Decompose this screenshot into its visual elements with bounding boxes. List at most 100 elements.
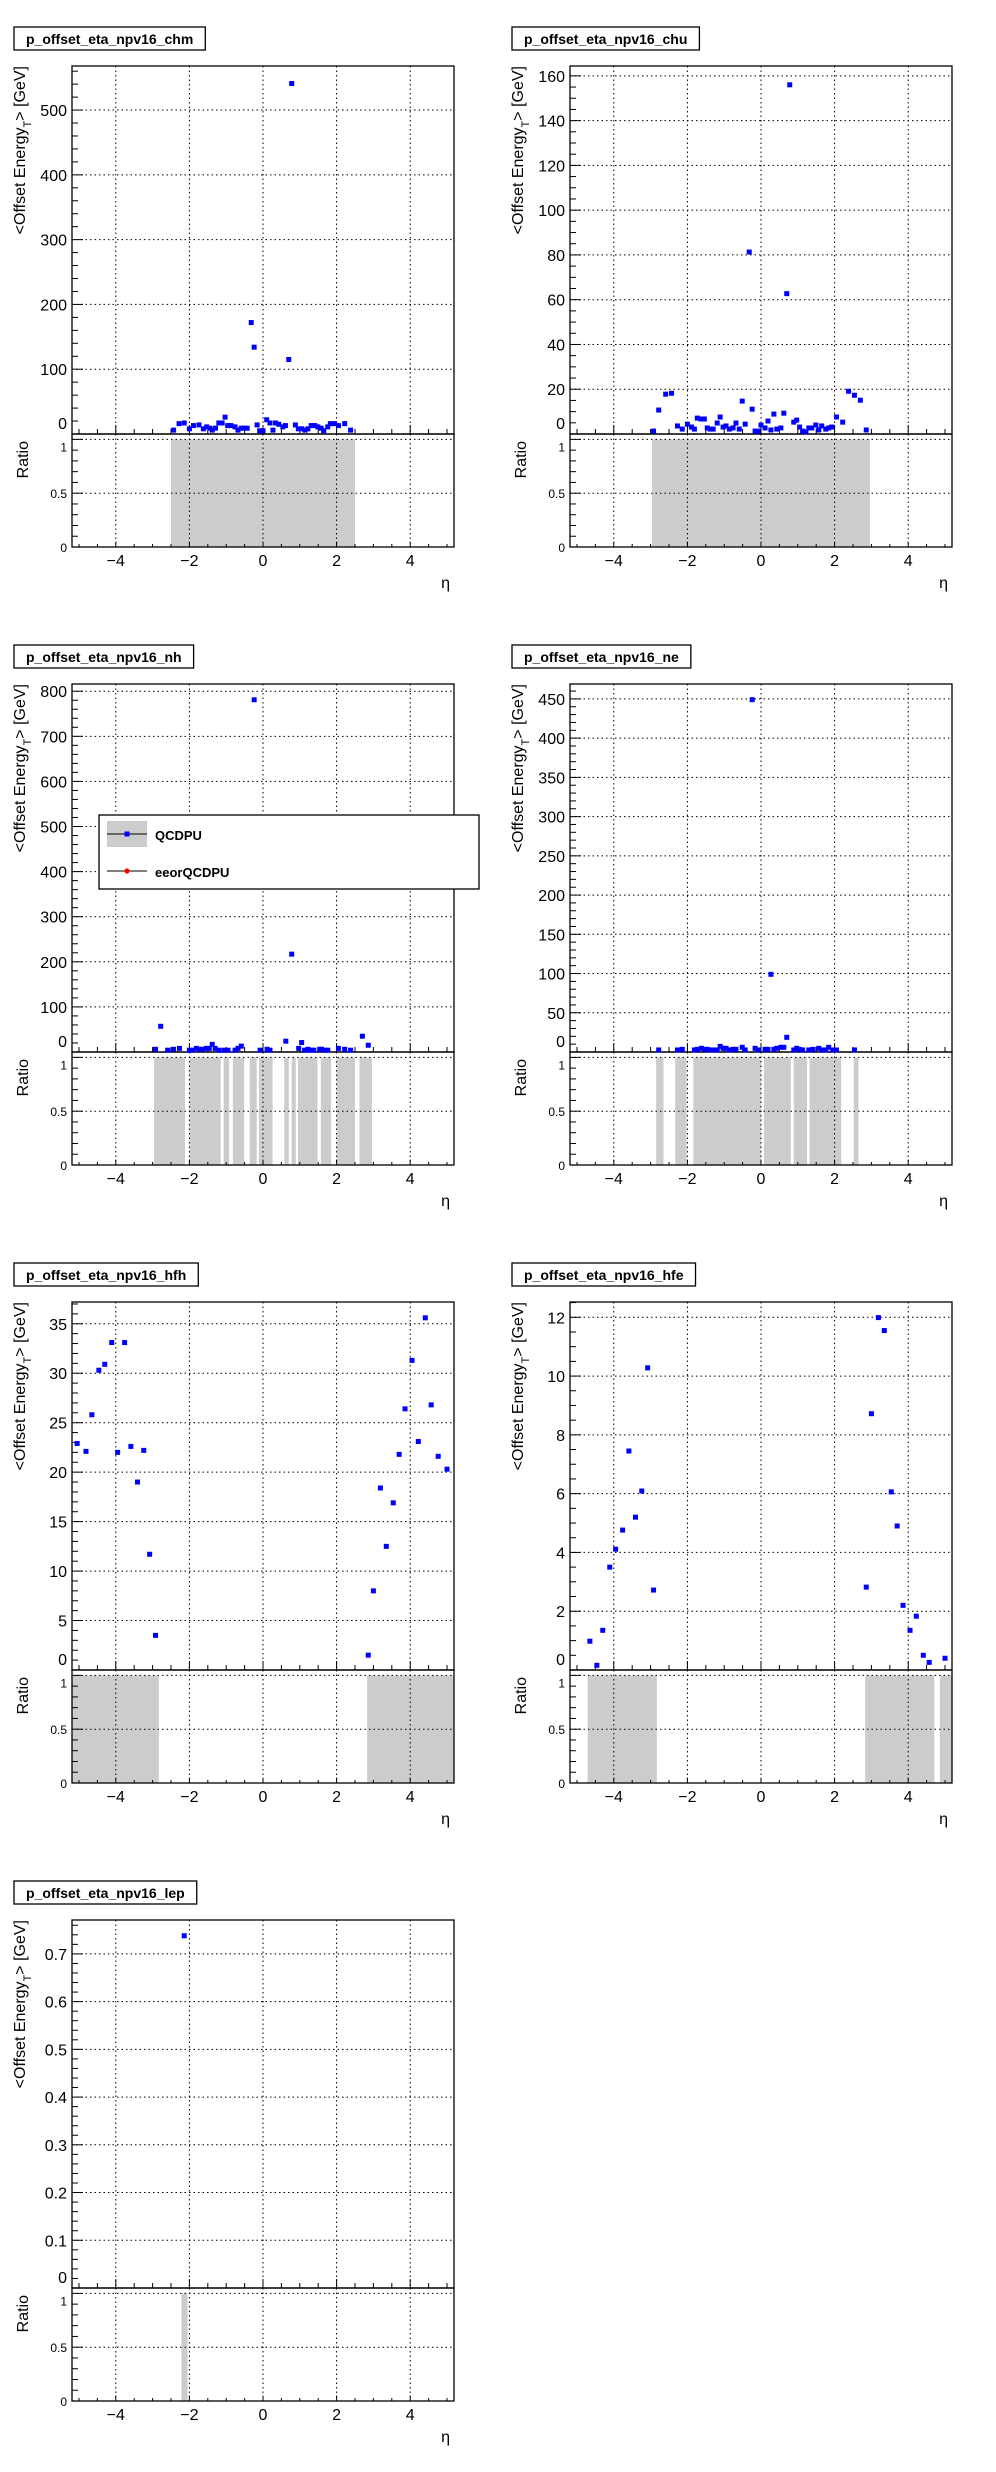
data-point (260, 428, 266, 434)
data-point (212, 1045, 218, 1051)
y-tick-label: 0 (58, 2270, 67, 2287)
y-tick-label: 400 (40, 865, 67, 882)
data-point (881, 1328, 887, 1334)
data-point (199, 1046, 205, 1052)
y-axis-label-tail: > [GeV] (510, 684, 527, 739)
ratio-band (656, 1057, 664, 1165)
data-point (276, 421, 282, 427)
data-point (190, 423, 196, 429)
data-point (607, 1564, 613, 1570)
chart-title-box (511, 644, 692, 669)
data-point (83, 1448, 89, 1454)
chart-panel-p_offset_eta_npv16_chm: p_offset_eta_npv16_chm −4 −2 0 2 4 η 0 100 200 300… (12, 26, 455, 592)
y-tick-label: 0 (556, 1652, 565, 1669)
data-point (674, 423, 680, 429)
data-point (219, 420, 225, 426)
ratio-band (693, 1057, 761, 1165)
y-tick-label: 6 (556, 1487, 565, 1504)
x-tick-label: 2 (332, 2407, 341, 2424)
ratio-band (939, 1675, 952, 1783)
data-point (723, 423, 729, 429)
data-point (359, 1033, 365, 1039)
data-point (809, 425, 815, 431)
x-tick-label: 4 (904, 1171, 913, 1188)
ratio-tick-label: 1 (60, 440, 67, 454)
data-point (422, 1315, 428, 1321)
data-point (633, 1514, 639, 1520)
data-point (778, 1044, 784, 1050)
data-point (402, 1406, 408, 1412)
ratio-band (675, 1057, 687, 1165)
ratio-plot-frame (71, 2287, 455, 2402)
data-point (189, 1047, 195, 1053)
data-point (311, 1047, 317, 1053)
data-point (803, 429, 809, 435)
x-tick-label: 4 (904, 1789, 913, 1806)
ratio-axis-label: Ratio (513, 1059, 530, 1096)
data-point (730, 425, 736, 431)
ratio-band (297, 1057, 318, 1165)
data-point (679, 426, 685, 432)
ratio-band (320, 1057, 332, 1165)
data-point (806, 425, 812, 431)
data-point (235, 1045, 241, 1051)
data-point (251, 344, 257, 350)
data-point (823, 1047, 829, 1053)
data-point (679, 1046, 685, 1052)
y-tick-label: 200 (538, 888, 565, 905)
y-axis-label-main: <Offset Energy (12, 1981, 29, 2088)
data-point (816, 1045, 822, 1051)
y-tick-label: 350 (538, 770, 565, 787)
data-point (302, 427, 308, 433)
y-axis-label-main: <Offset Energy (510, 127, 527, 234)
data-point (656, 1047, 662, 1053)
data-point (736, 426, 742, 432)
data-point (257, 1047, 263, 1053)
x-axis-label: η (441, 1811, 450, 1828)
data-point (241, 425, 247, 431)
data-point (206, 1045, 212, 1051)
y-tick-label: 200 (40, 955, 67, 972)
y-tick-label: 700 (40, 729, 67, 746)
ratio-tick-label: 0 (60, 1777, 67, 1791)
data-point (701, 416, 707, 422)
data-point (691, 1047, 697, 1053)
chart-title: p_offset_eta_npv16_hfh (26, 1267, 186, 1283)
data-point (312, 423, 318, 429)
ratio-tick-label: 0 (558, 541, 565, 555)
x-axis-label: η (939, 1193, 948, 1210)
data-point (295, 426, 301, 432)
y-tick-label: 160 (538, 69, 565, 86)
data-point (196, 1046, 202, 1052)
y-tick-label: 250 (538, 849, 565, 866)
data-point (348, 1047, 354, 1053)
data-point (863, 427, 869, 433)
chart-title-box (511, 26, 701, 51)
data-point (327, 421, 333, 427)
x-tick-label: 2 (332, 1171, 341, 1188)
legend: QCDPU eeorQCDPU (98, 814, 480, 890)
data-point (739, 1044, 745, 1050)
data-point (232, 424, 238, 430)
legend-box (98, 814, 480, 890)
data-point (765, 418, 771, 424)
y-tick-label: 120 (538, 158, 565, 175)
y-tick-label: 8 (556, 1428, 565, 1445)
data-point (286, 356, 292, 362)
data-point (305, 426, 311, 432)
y-tick-label: 100 (40, 1000, 67, 1017)
data-point (758, 422, 764, 428)
y-axis-label: <Offset EnergyT> [GeV] (510, 684, 532, 852)
ratio-band (154, 1057, 185, 1165)
data-point (723, 1045, 729, 1051)
data-point (707, 1047, 713, 1053)
data-point (733, 420, 739, 426)
data-point (128, 1443, 134, 1449)
ratio-band (336, 1057, 356, 1165)
data-point (270, 427, 276, 433)
data-point (755, 428, 761, 434)
y-tick-label: 140 (538, 114, 565, 131)
y-axis-label-tail: > [GeV] (12, 1302, 29, 1357)
y-axis-label-sub: T (520, 120, 532, 127)
data-point (203, 1045, 209, 1051)
